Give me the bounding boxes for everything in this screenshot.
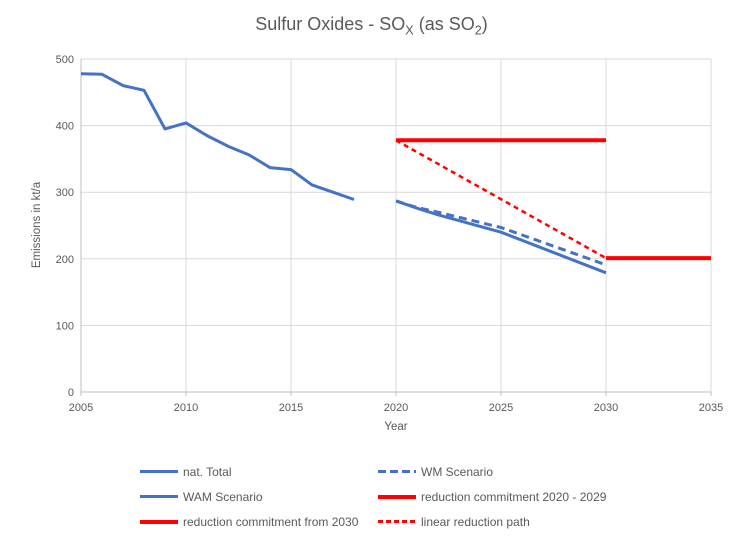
- y-tick-label: 400: [56, 121, 74, 133]
- legend-swatch-5: [378, 520, 416, 523]
- legend-swatch-4: [140, 519, 178, 524]
- title-text-mid: (as SO: [413, 14, 475, 34]
- x-tick-label: 2030: [594, 402, 618, 414]
- title-subscript-2: 2: [474, 23, 482, 38]
- y-tick-label: 0: [68, 387, 74, 399]
- x-tick-label: 2015: [279, 402, 303, 414]
- y-tick-label: 200: [56, 254, 74, 266]
- legend-item-nat-total: nat. Total: [140, 465, 378, 479]
- chart-legend: nat. Total WM Scenario WAM Scenario redu…: [140, 459, 606, 534]
- legend-label: WM Scenario: [421, 464, 494, 479]
- legend-item-wm-scenario: WM Scenario: [378, 465, 606, 479]
- legend-label: WAM Scenario: [183, 489, 263, 504]
- title-subscript-x: X: [405, 23, 414, 38]
- x-tick-label: 2005: [69, 402, 93, 414]
- x-tick-label: 2010: [174, 402, 198, 414]
- y-tick-label: 500: [56, 54, 74, 66]
- legend-item-reduction-commitment-from-2030: reduction commitment from 2030: [140, 515, 378, 529]
- legend-item-reduction-commitment-2020-2029: reduction commitment 2020 - 2029: [378, 490, 606, 504]
- x-tick-label: 2025: [489, 402, 513, 414]
- legend-swatch-0: [140, 470, 178, 473]
- legend-label: nat. Total: [183, 464, 232, 479]
- title-text-end: ): [481, 14, 488, 34]
- series-nat-total: [80, 72, 355, 201]
- series-wam-scenario: [395, 199, 607, 275]
- y-tick-label: 300: [56, 187, 74, 199]
- legend-label: reduction commitment from 2030: [183, 514, 359, 529]
- x-tick-label: 2020: [384, 402, 408, 414]
- legend-swatch-2: [140, 495, 178, 498]
- x-axis-title: Year: [384, 421, 408, 433]
- legend-item-wam-scenario: WAM Scenario: [140, 490, 378, 504]
- legend-item-linear-reduction-path: linear reduction path: [378, 515, 606, 529]
- series-linear-reduction-path: [395, 139, 607, 260]
- legend-label: reduction commitment 2020 - 2029: [421, 489, 607, 504]
- y-axis-title: Emissions in kt/a: [31, 181, 43, 269]
- title-text: Sulfur Oxides - SO: [255, 14, 406, 34]
- y-tick-label: 100: [56, 320, 74, 332]
- legend-label: linear reduction path: [421, 514, 530, 529]
- legend-swatch-1: [378, 470, 416, 473]
- chart-canvas: 0 100 200 300 400 500 2005 2010 2015 2020 2025 2030…: [56, 54, 724, 414]
- chart-title: Sulfur Oxides - SOX (as SO2): [0, 14, 743, 38]
- x-tick-label: 2035: [699, 402, 723, 414]
- legend-swatch-3: [378, 494, 416, 499]
